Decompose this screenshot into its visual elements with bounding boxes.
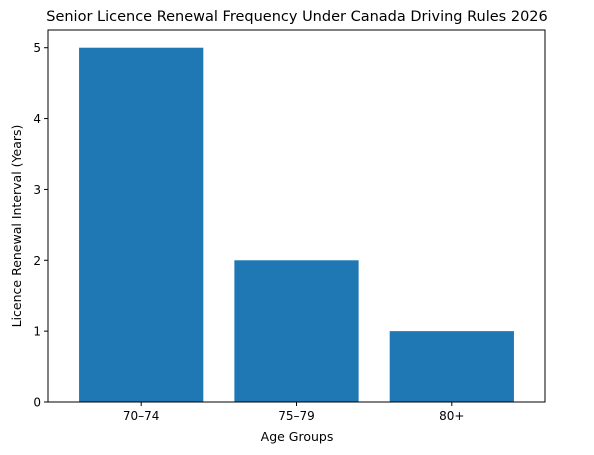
y-axis-ticks: 0 1 2 3 4 5 [33,41,48,410]
chart-title: Senior Licence Renewal Frequency Under C… [46,9,548,25]
plot-frame [47,29,546,403]
y-tick-label: 1 [33,325,41,339]
x-tick-label: 70–74 [123,409,160,423]
y-tick-label: 5 [33,41,41,55]
y-tick-label: 2 [33,254,41,268]
x-tick-label: 75–79 [278,409,315,423]
x-axis-label: Age Groups [261,429,334,444]
x-axis-ticks: 70–74 75–79 80+ [123,402,464,423]
x-tick-label: 80+ [439,409,464,423]
y-axis-label: Licence Renewal Interval (Years) [9,125,24,328]
bar [389,331,514,402]
bar [79,47,204,402]
bar [234,260,359,402]
y-tick-label: 0 [33,396,41,410]
bars [79,47,514,402]
y-tick-label: 3 [33,183,41,197]
y-tick-label: 4 [33,112,41,126]
